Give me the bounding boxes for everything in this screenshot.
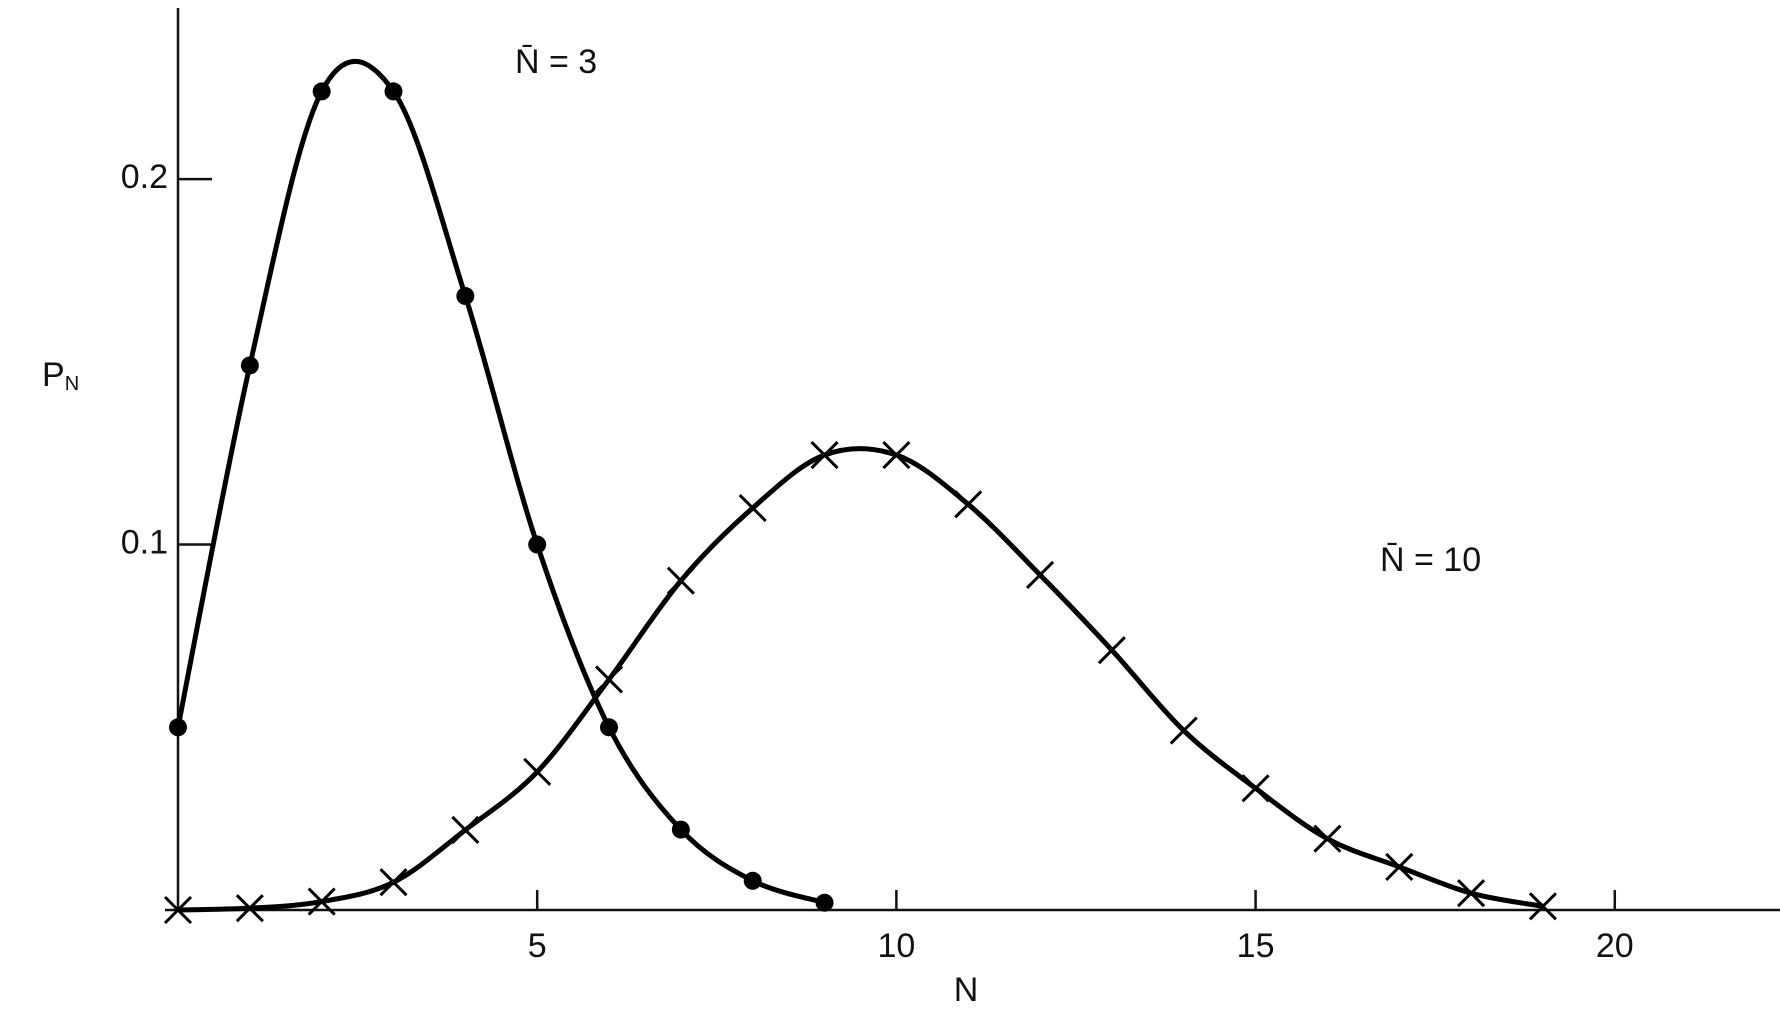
point: [666, 566, 695, 595]
y-axis-label-main: P: [42, 356, 65, 394]
point: [384, 82, 403, 101]
point: [307, 887, 336, 916]
point: [379, 868, 408, 897]
point: [528, 535, 547, 554]
y-axis-label-sub: N: [65, 373, 79, 395]
point: [1313, 824, 1342, 853]
x-tick-label: 15: [1237, 927, 1275, 965]
x-tick-label: 10: [877, 927, 915, 965]
point: [954, 490, 983, 519]
point: [1528, 892, 1557, 921]
point: [882, 440, 911, 470]
point: [810, 440, 839, 470]
point: [240, 356, 259, 375]
point: [1457, 879, 1486, 908]
point: [743, 871, 762, 890]
y-axis-label: PN: [42, 356, 79, 395]
point: [169, 718, 187, 737]
annotation: N̄ = 3: [515, 43, 597, 81]
point: [1385, 852, 1414, 881]
x-tick-label: 5: [528, 927, 547, 965]
point: [671, 820, 690, 839]
point: [523, 757, 552, 786]
point: [451, 815, 480, 845]
point: [600, 718, 619, 737]
point: [163, 895, 193, 925]
point: [815, 893, 834, 912]
point: [235, 894, 264, 923]
annotation: N̄ = 10: [1380, 541, 1481, 579]
point: [1025, 560, 1055, 589]
y-tick-label: 0.1: [121, 524, 168, 562]
point: [738, 493, 767, 523]
point: [1169, 716, 1198, 745]
point: [456, 287, 475, 306]
point: [312, 82, 331, 101]
series-line: [175, 58, 826, 906]
point: [1097, 636, 1126, 665]
point: [594, 665, 624, 694]
point: [1241, 774, 1270, 803]
x-tick-label: 20: [1596, 927, 1634, 965]
y-tick-label: 0.2: [121, 158, 168, 196]
x-axis-label: N: [954, 971, 979, 1009]
series-line: [177, 446, 1544, 913]
